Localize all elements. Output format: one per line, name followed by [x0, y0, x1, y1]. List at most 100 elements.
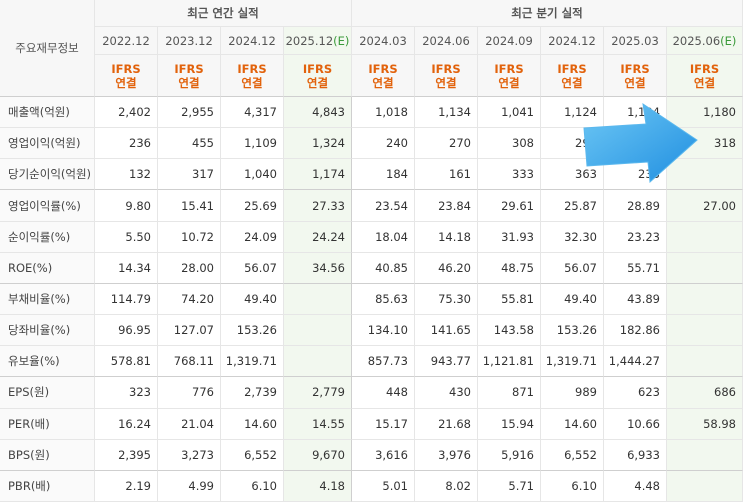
- value-cell: 448: [352, 377, 415, 409]
- value-cell: 5.50: [95, 221, 158, 253]
- value-cell: 184: [352, 159, 415, 191]
- row-label: BPS(원): [0, 439, 95, 471]
- basis: IFRS: [237, 61, 267, 76]
- value-cell: 96.95: [95, 315, 158, 347]
- basis: IFRS: [557, 61, 587, 76]
- value-cell: 1,174: [284, 159, 352, 191]
- basis-header: IFRS 연결: [667, 55, 743, 97]
- row-label: ROE(%): [0, 252, 95, 284]
- value-cell: 4,843: [284, 97, 352, 129]
- row-label: PER(배): [0, 408, 95, 440]
- value-cell: 2,955: [158, 97, 221, 129]
- value-cell: 871: [478, 377, 541, 409]
- value-cell: 32.30: [541, 221, 604, 253]
- basis: IFRS: [111, 61, 141, 76]
- value-cell: 56.07: [221, 252, 284, 284]
- value-cell: 623: [604, 377, 667, 409]
- value-cell: 4.99: [158, 470, 221, 502]
- basis: IFRS: [302, 61, 333, 76]
- value-cell: 10.66: [604, 408, 667, 440]
- quarterly-header: 최근 분기 실적: [352, 0, 743, 27]
- row-label: 영업이익(억원): [0, 128, 95, 160]
- row-label: 당기순이익(억원): [0, 159, 95, 191]
- value-cell: 43.89: [604, 283, 667, 316]
- value-cell: 48.75: [478, 252, 541, 284]
- value-cell: [667, 439, 743, 471]
- basis: 연결: [178, 75, 200, 90]
- value-cell: 27.33: [284, 190, 352, 222]
- value-cell: 23.54: [352, 190, 415, 222]
- value-cell: 40.85: [352, 252, 415, 284]
- value-cell: 28.00: [158, 252, 221, 284]
- value-cell: 6,552: [541, 439, 604, 471]
- row-label: 영업이익률(%): [0, 190, 95, 222]
- value-cell: 14.55: [284, 408, 352, 440]
- basis-header: IFRS 연결: [415, 55, 478, 97]
- value-cell: 430: [415, 377, 478, 409]
- value-cell: [667, 252, 743, 284]
- value-cell: 6,552: [221, 439, 284, 471]
- value-cell: 2,395: [95, 439, 158, 471]
- period-header: 2024.09: [478, 27, 541, 55]
- value-cell: 1,134: [415, 97, 478, 129]
- basis: 연결: [561, 75, 583, 90]
- basis: IFRS: [174, 61, 204, 76]
- value-cell: 15.94: [478, 408, 541, 440]
- basis: IFRS: [368, 61, 398, 76]
- period: 2024.03: [359, 33, 407, 48]
- arrow: [583, 102, 698, 184]
- value-cell: 308: [478, 128, 541, 160]
- value-cell: 1,124: [541, 97, 604, 129]
- value-cell: 46.20: [415, 252, 478, 284]
- basis: 연결: [624, 75, 646, 90]
- value-cell: [284, 283, 352, 316]
- value-cell: 1,018: [352, 97, 415, 129]
- value-cell: 14.60: [541, 408, 604, 440]
- value-cell: 323: [95, 377, 158, 409]
- value-cell: 1,041: [478, 97, 541, 129]
- basis-header: IFRS 연결: [158, 55, 221, 97]
- period-header: 2022.12: [95, 27, 158, 55]
- value-cell: 2,402: [95, 97, 158, 129]
- value-cell: 8.02: [415, 470, 478, 502]
- basis-header: IFRS 연결: [478, 55, 541, 97]
- period: 2024.12: [548, 33, 596, 48]
- value-cell: 578.81: [95, 346, 158, 378]
- value-cell: 236: [95, 128, 158, 160]
- value-cell: 153.26: [221, 315, 284, 347]
- basis: IFRS: [689, 61, 720, 76]
- basis-header: IFRS 연결: [352, 55, 415, 97]
- row-label: 매출액(억원): [0, 97, 95, 129]
- period: 2024.12: [228, 33, 276, 48]
- value-cell: 10.72: [158, 221, 221, 253]
- value-cell: [284, 346, 352, 378]
- value-cell: 161: [415, 159, 478, 191]
- value-cell: 3,976: [415, 439, 478, 471]
- value-cell: 3,273: [158, 439, 221, 471]
- value-cell: 49.40: [541, 283, 604, 316]
- period: 2024.06: [422, 33, 470, 48]
- value-cell: 74.20: [158, 283, 221, 316]
- value-cell: 23.84: [415, 190, 478, 222]
- period-header: 2024.12: [221, 27, 284, 55]
- estimate-mark: (E): [333, 33, 350, 48]
- period-header: 2025.03: [604, 27, 667, 55]
- period: 2025.06: [672, 33, 721, 48]
- value-cell: 270: [415, 128, 478, 160]
- period: 2022.12: [102, 33, 150, 48]
- value-cell: 9,670: [284, 439, 352, 471]
- value-cell: 768.11: [158, 346, 221, 378]
- value-cell: 132: [95, 159, 158, 191]
- period-header: 2024.06: [415, 27, 478, 55]
- value-cell: 317: [158, 159, 221, 191]
- value-cell: 75.30: [415, 283, 478, 316]
- value-cell: 14.60: [221, 408, 284, 440]
- value-cell: 1,324: [284, 128, 352, 160]
- value-cell: [284, 315, 352, 347]
- basis-header: IFRS 연결: [541, 55, 604, 97]
- basis-header: IFRS 연결: [221, 55, 284, 97]
- basis: 연결: [115, 75, 137, 90]
- value-cell: 31.93: [478, 221, 541, 253]
- value-cell: 58.98: [667, 408, 743, 440]
- basis: 연결: [372, 75, 394, 90]
